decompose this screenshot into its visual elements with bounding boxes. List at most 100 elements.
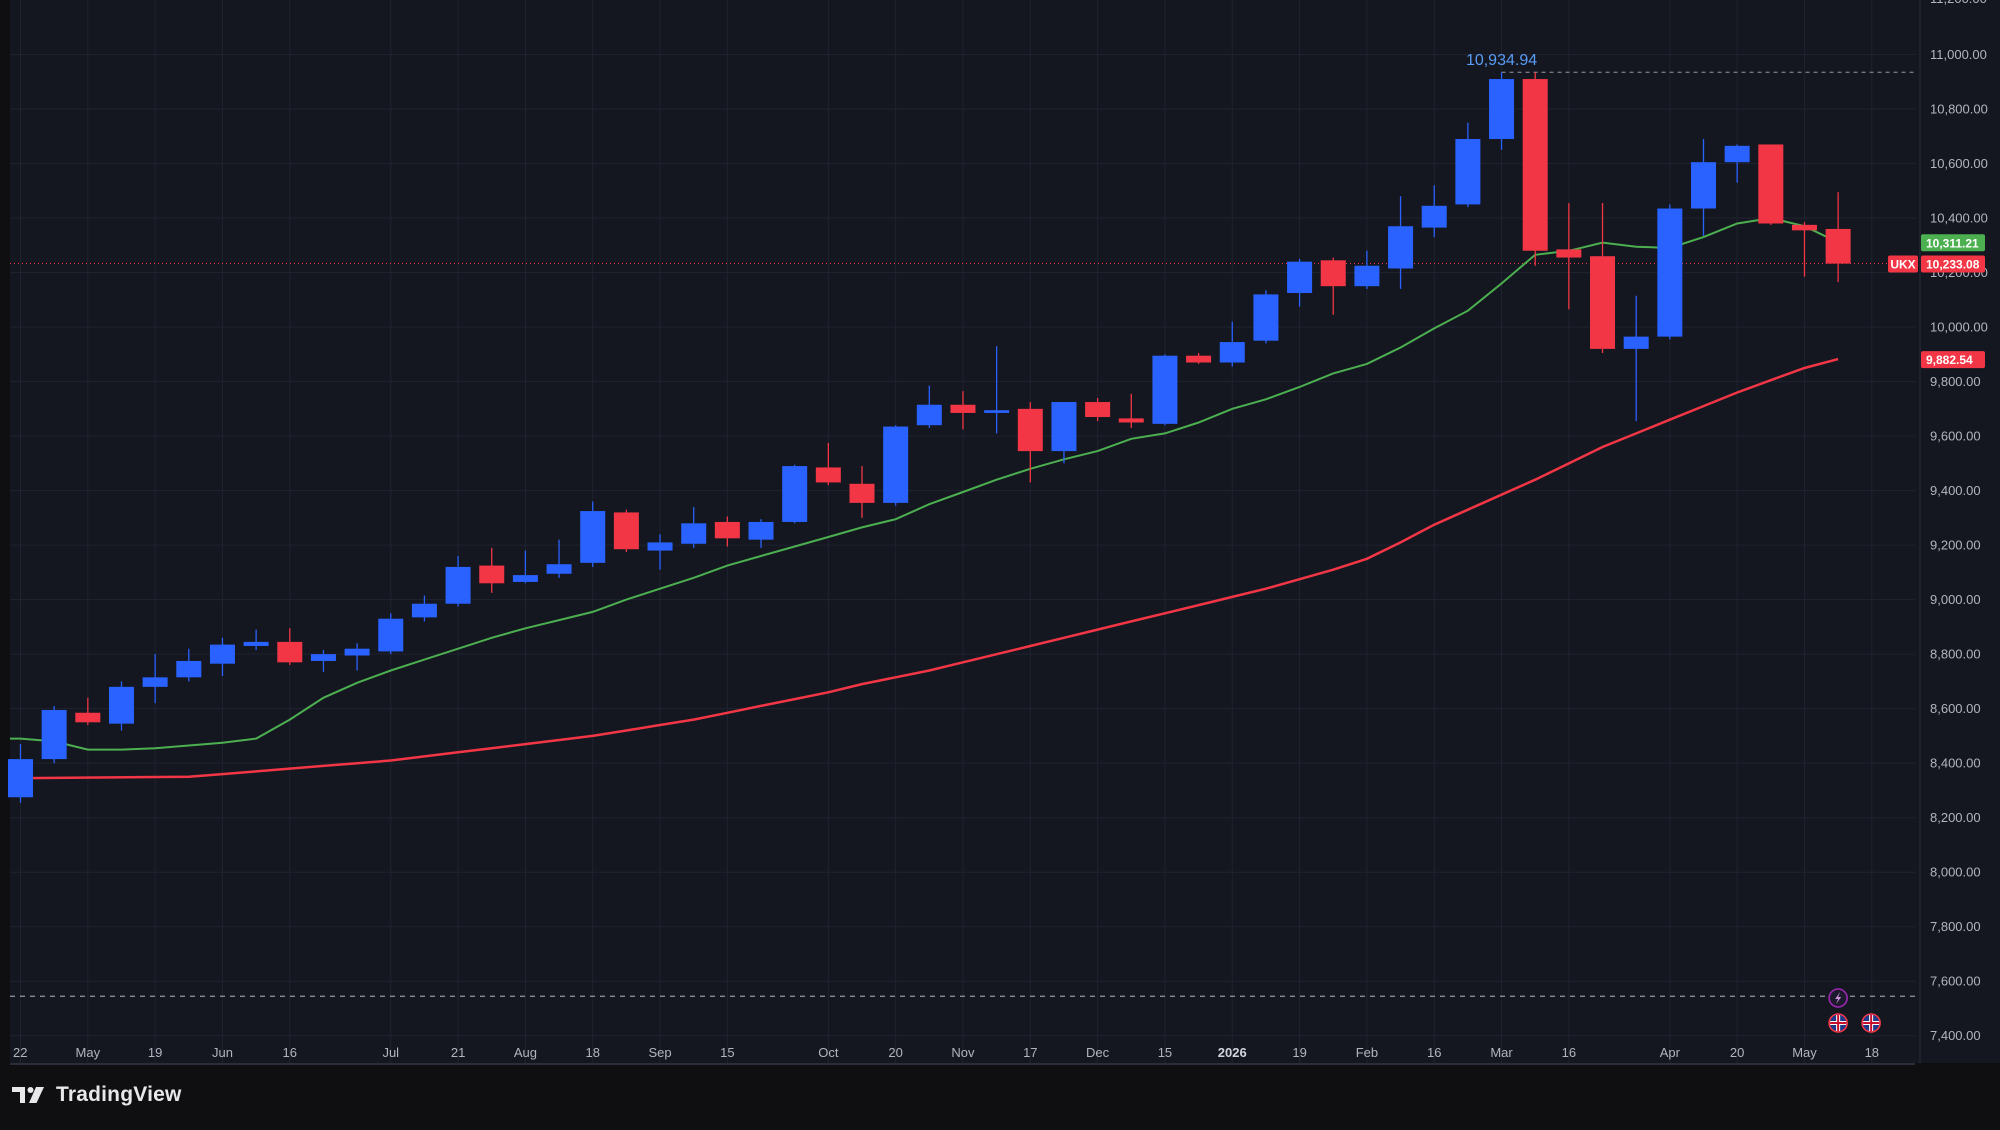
candle[interactable] [1388, 196, 1414, 289]
candle-body[interactable] [950, 404, 976, 413]
candle-body[interactable] [883, 426, 909, 503]
candle-body[interactable] [75, 712, 101, 723]
candle-body[interactable] [782, 466, 808, 522]
candle[interactable] [1287, 258, 1313, 307]
y-axis[interactable]: 7,400.00 7,600.00 7,800.00 8,000.00 8,200.00… [1930, 0, 1988, 1043]
lightning-icon[interactable] [1828, 988, 1848, 1008]
uk-flag-icon[interactable] [1828, 1013, 1848, 1033]
candle[interactable] [681, 506, 707, 548]
candle-body[interactable] [176, 660, 202, 678]
candle-body[interactable] [1522, 79, 1548, 251]
candle[interactable] [916, 385, 942, 428]
candle-body[interactable] [277, 641, 303, 663]
y-axis-panel[interactable] [1915, 0, 2000, 1125]
candle-body[interactable] [1354, 265, 1380, 287]
candle-body[interactable] [445, 566, 471, 604]
candle[interactable] [75, 697, 101, 726]
candle-body[interactable] [108, 686, 134, 724]
candle[interactable] [1623, 295, 1649, 422]
candle[interactable] [1421, 185, 1447, 238]
candle[interactable] [748, 519, 774, 548]
candle[interactable] [1354, 250, 1380, 289]
candle-body[interactable] [209, 644, 235, 664]
candle[interactable] [8, 744, 33, 803]
candle-body[interactable] [613, 512, 639, 550]
candle-body[interactable] [1791, 224, 1817, 231]
candle-body[interactable] [1051, 402, 1077, 452]
candle-body[interactable] [647, 542, 673, 551]
candle[interactable] [344, 643, 370, 671]
candle-body[interactable] [512, 575, 538, 582]
candle[interactable] [1657, 204, 1683, 340]
candle[interactable] [1590, 203, 1616, 353]
uk-flag-icon[interactable] [1861, 1013, 1881, 1033]
candle-body[interactable] [142, 677, 168, 687]
candle[interactable] [108, 681, 134, 731]
candle-body[interactable] [1017, 408, 1043, 452]
candle-body[interactable] [546, 564, 572, 574]
candle[interactable] [411, 595, 437, 622]
candle-body[interactable] [1489, 79, 1515, 140]
candle-body[interactable] [1186, 355, 1212, 363]
candle[interactable] [984, 346, 1010, 434]
candle[interactable] [1320, 257, 1346, 315]
candle-body[interactable] [849, 483, 875, 503]
candle-body[interactable] [1691, 162, 1716, 209]
candle[interactable] [613, 509, 639, 552]
candle[interactable] [378, 613, 404, 655]
candle-body[interactable] [1623, 336, 1649, 349]
candle-body[interactable] [1085, 402, 1111, 418]
candle[interactable] [714, 516, 740, 547]
candle[interactable] [1186, 352, 1212, 364]
candle[interactable] [176, 648, 202, 682]
candle[interactable] [209, 637, 235, 676]
candle[interactable] [142, 654, 168, 704]
candle-body[interactable] [984, 410, 1010, 413]
candle-body[interactable] [378, 618, 404, 652]
candle-body[interactable] [411, 603, 437, 618]
candle-body[interactable] [1388, 226, 1414, 269]
candle-body[interactable] [1320, 260, 1346, 287]
candle-body[interactable] [815, 467, 841, 483]
candle[interactable] [277, 628, 303, 666]
candle-body[interactable] [479, 565, 505, 584]
candle-body[interactable] [681, 523, 707, 544]
candle[interactable] [1791, 222, 1817, 277]
candle[interactable] [1017, 402, 1043, 483]
candle[interactable] [950, 391, 976, 430]
candle[interactable] [479, 547, 505, 593]
ma-fast-label[interactable]: 10,311.21 [1921, 234, 1985, 252]
candle[interactable] [512, 550, 538, 584]
candle[interactable] [1219, 321, 1245, 367]
candle-body[interactable] [344, 648, 370, 656]
candle[interactable] [1253, 290, 1279, 344]
candle-body[interactable] [916, 404, 942, 426]
candle[interactable] [1691, 139, 1716, 236]
candle-body[interactable] [1758, 144, 1784, 224]
candle[interactable] [1522, 72, 1548, 266]
x-axis[interactable]: 22 May 19 Jun 16 Jul 21 Aug 18 Sep 15 Oct 20 Nov 17 Dec… [13, 1045, 1879, 1060]
candle[interactable] [41, 705, 67, 764]
candle-body[interactable] [1421, 205, 1447, 228]
candle-body[interactable] [1556, 249, 1582, 258]
candle-body[interactable] [1657, 208, 1683, 337]
candle[interactable] [1118, 393, 1144, 428]
candle[interactable] [1556, 203, 1582, 310]
candle-body[interactable] [1287, 261, 1313, 294]
candle-body[interactable] [1724, 145, 1750, 163]
candle[interactable] [782, 464, 808, 524]
ma-slow-label[interactable]: 9,882.54 [1921, 351, 1985, 369]
candle-body[interactable] [310, 654, 336, 661]
candle[interactable] [849, 466, 875, 518]
candle[interactable] [445, 556, 471, 607]
candle[interactable] [883, 425, 909, 506]
candle-body[interactable] [1219, 342, 1245, 363]
candle-body[interactable] [580, 511, 606, 563]
candle-body[interactable] [1455, 139, 1481, 205]
candle[interactable] [1085, 397, 1111, 422]
candle[interactable] [647, 534, 673, 570]
candle-body[interactable] [1825, 228, 1851, 264]
candle-body[interactable] [8, 759, 33, 798]
candle[interactable] [1825, 192, 1851, 283]
